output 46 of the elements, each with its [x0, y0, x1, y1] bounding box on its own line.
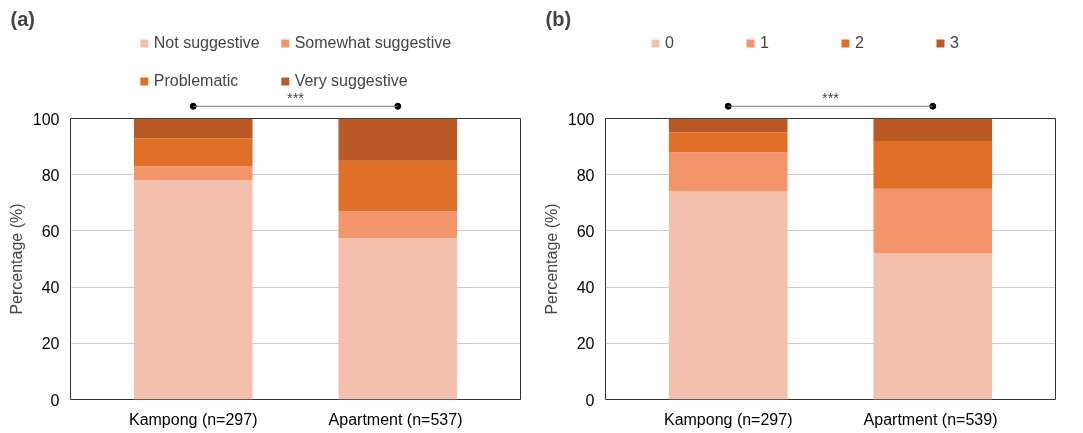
y-tick-label: 0	[585, 391, 595, 409]
legend-label: 3	[950, 34, 960, 52]
y-tick-label: 80	[576, 166, 595, 184]
chart-title: (b)	[545, 7, 572, 30]
y-axis-title: Percentage (%)	[7, 203, 25, 315]
bar	[668, 191, 788, 400]
legend-label: Problematic	[153, 72, 239, 90]
legend-label: Not suggestive	[153, 34, 260, 52]
bar	[873, 140, 993, 189]
bar	[338, 160, 458, 212]
legend-label: 0	[665, 34, 675, 52]
bar	[668, 152, 788, 192]
text: ***	[821, 90, 840, 107]
chart-title: (a)	[10, 7, 35, 30]
bar	[133, 166, 253, 181]
y-tick-label: 100	[32, 110, 60, 128]
bar	[133, 180, 253, 400]
y-tick-label: 0	[50, 391, 60, 409]
bar	[873, 118, 993, 141]
bar	[873, 188, 993, 254]
bar	[668, 132, 788, 153]
legend-label: Somewhat suggestive	[294, 34, 452, 52]
bar	[668, 118, 788, 133]
y-tick-label: 60	[41, 222, 60, 240]
x-tick-label: Kampong (n=297)	[663, 410, 793, 428]
x-tick-label: Apartment (n=537)	[328, 410, 463, 428]
legend-label: Very suggestive	[294, 72, 408, 90]
bar	[338, 211, 458, 238]
y-tick-label: 100	[567, 110, 595, 128]
x-tick-label: Apartment (n=539)	[863, 410, 998, 428]
y-tick-label: 40	[41, 279, 60, 297]
y-axis-title: Percentage (%)	[542, 203, 560, 315]
bar	[338, 237, 458, 400]
legend-label: 2	[855, 34, 865, 52]
legend-label: 1	[760, 34, 770, 52]
bar	[133, 118, 253, 139]
y-tick-label: 40	[576, 279, 595, 297]
x-tick-label: Kampong (n=297)	[128, 410, 258, 428]
y-tick-label: 80	[41, 166, 60, 184]
bar	[338, 118, 458, 161]
bar	[133, 138, 253, 167]
y-tick-label: 20	[576, 335, 595, 353]
text: ***	[286, 90, 305, 107]
y-tick-label: 20	[41, 335, 60, 353]
bar	[873, 253, 993, 400]
y-tick-label: 60	[576, 222, 595, 240]
